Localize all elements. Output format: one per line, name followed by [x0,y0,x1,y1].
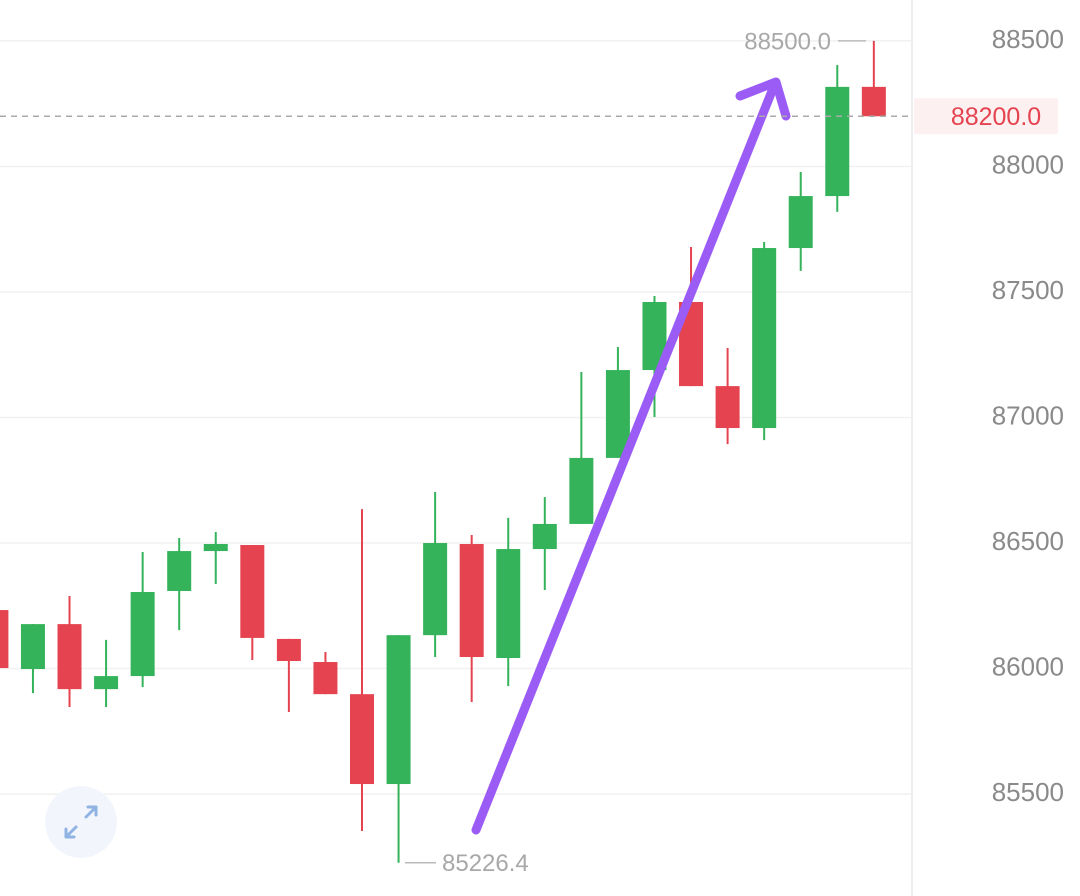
candle-body [532,523,557,550]
y-tick-label: 85500 [992,777,1064,807]
arrow-head [735,77,791,121]
candle-body [569,457,594,524]
y-tick-label: 86000 [992,651,1064,681]
y-tick-label: 86500 [992,526,1064,556]
candle-body [313,662,338,695]
candle-body [423,543,448,636]
candle-body [0,610,9,669]
candle-body [167,551,192,591]
labels: 85500 86000 86500 87000 87500 88000 88500 88500… [0,24,1064,877]
candle-body [825,86,850,197]
candle-body [788,196,813,249]
y-tick-label: 87500 [992,275,1064,305]
candle-body [496,549,521,659]
candle-body [20,624,45,670]
candle-body [861,86,886,117]
expand-button[interactable] [45,786,117,858]
candle-body [276,638,301,662]
expand-bg[interactable] [45,786,117,858]
candle-body [203,544,228,552]
arrow-shaft [471,81,779,835]
last-price-label: 88200.0 [951,103,1041,131]
candle-body [752,248,777,429]
y-tick-label: 88000 [992,149,1064,179]
candle-body [57,624,82,690]
min-label: 85226.4 [442,850,529,877]
candle-body [94,676,119,690]
last-price-bg [914,98,1058,135]
candle-body [240,545,265,638]
expand-icon[interactable] [64,805,98,839]
plot [0,40,886,863]
y-tick-label: 87000 [992,400,1064,430]
candle-body [605,370,630,458]
candle-body [130,591,155,677]
candle-body [350,694,374,785]
candle-body [459,544,484,657]
trend-arrow [471,77,791,835]
y-tick-label: 88500 [992,24,1064,54]
max-label: 88500.0 [744,28,831,55]
candle-body [715,386,740,429]
candle-body [386,635,411,785]
